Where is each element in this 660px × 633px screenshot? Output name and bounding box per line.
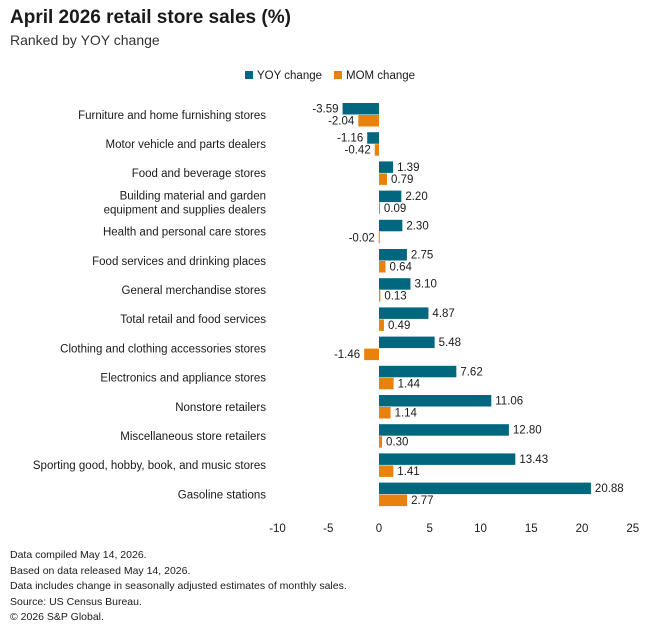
bar-chart: YOY change MOM change -3.59 -1.16 1.39 2.20 2… <box>33 70 639 535</box>
category-label: Health and personal care stores <box>103 227 266 239</box>
footnote-method: Data includes change in seasonally adjus… <box>10 580 347 592</box>
chart-title: April 2026 retail store sales (%) <box>10 7 291 28</box>
category-label: Furniture and home furnishing stores <box>78 110 266 122</box>
bar-mom-change <box>379 173 388 185</box>
legend-swatch-mom-change <box>334 71 342 79</box>
legend-label-yoy-change: YOY change <box>257 70 322 82</box>
data-label-yoy-change: 2.30 <box>406 220 428 232</box>
bars-group: -3.59 -1.16 1.39 2.20 2.30 2.75 3.10 4.87 5.48 7.… <box>312 103 624 507</box>
data-label-yoy-change: 4.87 <box>432 308 454 320</box>
data-label-yoy-change: 1.39 <box>397 162 419 174</box>
data-label-mom-change: 0.13 <box>384 291 406 303</box>
data-label-yoy-change: 2.20 <box>405 191 427 203</box>
bar-mom-change <box>364 348 379 361</box>
x-tick-label: 25 <box>626 523 639 535</box>
category-label: Sporting good, hobby, book, and music st… <box>33 460 266 472</box>
category-label: Clothing and clothing accessories stores <box>60 343 266 355</box>
bar-mom-change <box>378 231 380 244</box>
bar-yoy-change <box>379 278 411 290</box>
footnote-copyright: © 2026 S&P Global. <box>10 611 104 623</box>
data-label-yoy-change: 7.62 <box>460 366 482 378</box>
footnote-compiled: Data compiled May 14, 2026. <box>10 549 147 561</box>
data-label-mom-change: -0.42 <box>345 145 371 157</box>
bar-mom-change <box>379 465 394 477</box>
bar-mom-change <box>379 407 391 419</box>
bar-yoy-change <box>342 103 379 115</box>
category-label: Food services and drinking places <box>92 256 266 268</box>
bar-yoy-change <box>379 482 591 495</box>
legend-swatch-yoy-change <box>245 71 253 79</box>
data-label-mom-change: 0.79 <box>391 174 413 186</box>
bar-yoy-change <box>379 161 394 173</box>
data-label-mom-change: 1.41 <box>397 466 419 478</box>
bar-yoy-change <box>379 336 435 349</box>
data-label-yoy-change: 3.10 <box>414 279 436 291</box>
x-tick-label: 5 <box>427 523 433 535</box>
data-label-mom-change: -1.46 <box>334 349 360 361</box>
footnote-released: Based on data released May 14, 2026. <box>10 564 191 577</box>
bar-mom-change <box>379 290 381 302</box>
data-label-mom-change: 0.49 <box>388 320 410 332</box>
footnotes: Data compiled May 14, 2026. Based on dat… <box>10 548 347 626</box>
bar-mom-change <box>379 202 380 215</box>
data-label-yoy-change: 12.80 <box>513 425 542 437</box>
bar-yoy-change <box>379 190 402 203</box>
category-label: Miscellaneous store retailers <box>120 431 266 443</box>
chart-subtitle: Ranked by YOY change <box>10 32 160 48</box>
x-tick-label: 0 <box>376 523 382 535</box>
data-label-mom-change: -0.02 <box>349 232 375 244</box>
category-label: Motor vehicle and parts dealers <box>106 139 267 151</box>
data-label-mom-change: 0.64 <box>389 262 412 274</box>
data-label-yoy-change: 13.43 <box>519 454 548 466</box>
category-label: Total retail and food services <box>120 314 266 326</box>
data-label-yoy-change: 5.48 <box>439 337 461 349</box>
x-tick-label: 20 <box>576 523 589 535</box>
category-label: Building material and garden equipment an… <box>104 190 267 216</box>
x-tick-label: 10 <box>474 523 487 535</box>
category-label: Gasoline stations <box>178 489 266 501</box>
data-label-mom-change: 2.77 <box>411 495 433 507</box>
bar-yoy-change <box>379 219 403 232</box>
data-label-mom-change: -2.04 <box>328 116 355 128</box>
data-label-mom-change: 1.44 <box>398 378 421 390</box>
x-tick-label: -5 <box>323 523 333 535</box>
data-label-mom-change: 0.09 <box>384 203 406 215</box>
category-label: Nonstore retailers <box>175 402 266 414</box>
bar-mom-change <box>374 144 379 156</box>
bar-mom-change <box>379 436 383 448</box>
data-label-yoy-change: -1.16 <box>337 133 363 145</box>
legend-label-mom-change: MOM change <box>346 70 415 82</box>
category-labels: Furniture and home furnishing stores Moto… <box>33 110 266 502</box>
bar-mom-change <box>379 319 384 331</box>
bar-mom-change <box>379 261 386 273</box>
bar-mom-change <box>358 115 379 127</box>
bar-yoy-change <box>379 307 429 319</box>
category-label: Food and beverage stores <box>132 168 267 180</box>
bar-mom-change <box>379 494 408 507</box>
bar-yoy-change <box>367 132 379 144</box>
legend: YOY change MOM change <box>245 70 415 82</box>
bar-yoy-change <box>379 395 492 407</box>
data-label-yoy-change: -3.59 <box>312 104 338 116</box>
x-tick-label: -10 <box>269 523 286 535</box>
data-label-mom-change: 0.30 <box>386 437 408 449</box>
data-label-yoy-change: 11.06 <box>495 396 523 408</box>
bar-yoy-change <box>379 424 509 436</box>
bar-yoy-change <box>379 365 457 378</box>
data-label-mom-change: 1.14 <box>395 408 418 420</box>
data-label-yoy-change: 2.75 <box>411 250 433 262</box>
bar-yoy-change <box>379 249 407 261</box>
x-tick-label: 15 <box>525 523 538 535</box>
data-label-yoy-change: 20.88 <box>595 483 624 495</box>
bar-yoy-change <box>379 453 516 465</box>
footnote-source: Source: US Census Bureau. <box>10 595 142 608</box>
x-axis: -10 -5 0 5 10 15 20 25 <box>269 523 639 535</box>
category-label: Electronics and appliance stores <box>100 373 266 385</box>
category-label: General merchandise stores <box>122 285 267 297</box>
bar-mom-change <box>379 377 394 390</box>
